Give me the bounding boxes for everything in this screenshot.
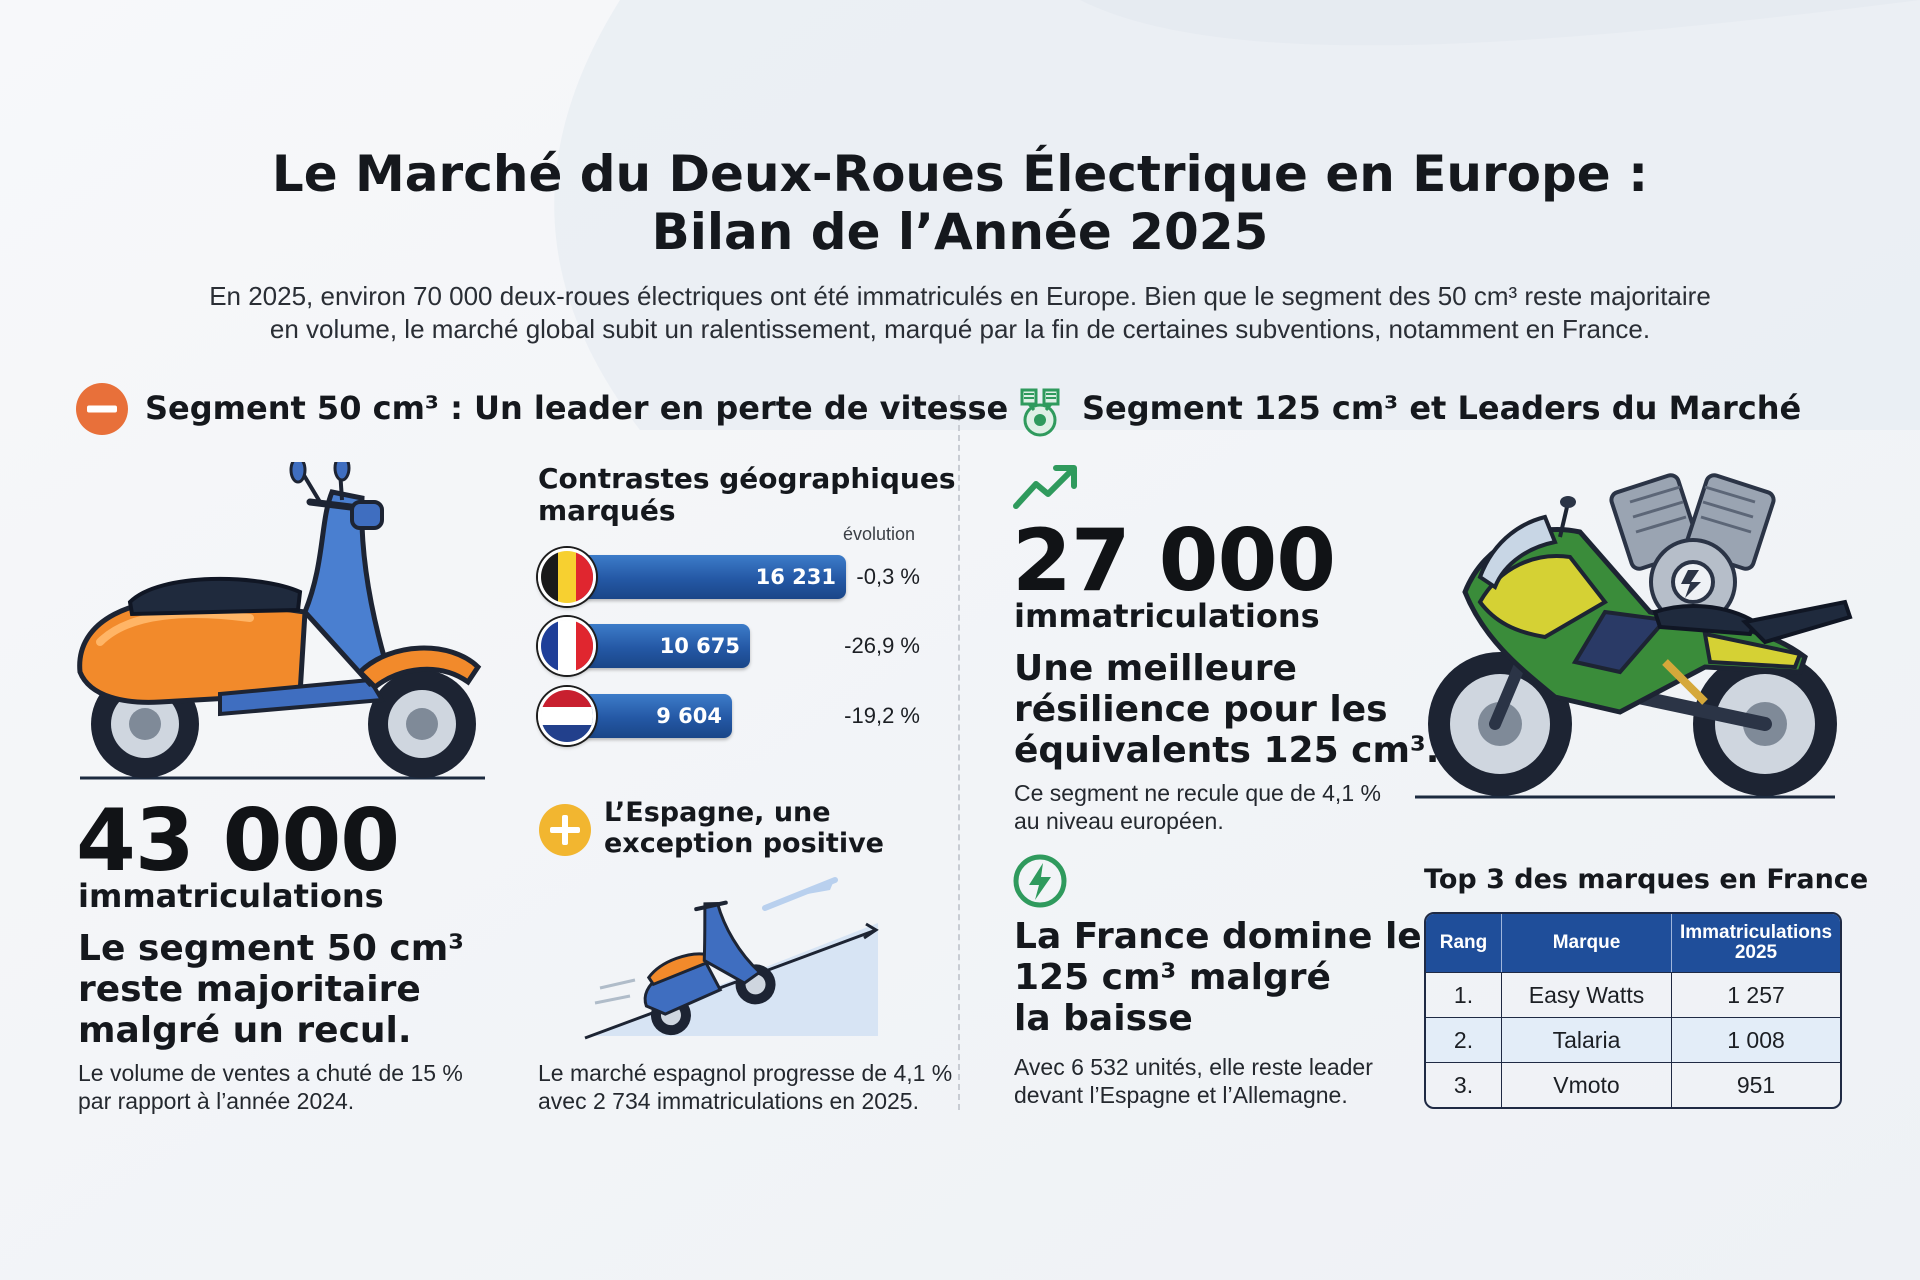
evolution-label: évolution (843, 524, 916, 544)
evolution-france: -26,9 % (844, 633, 920, 658)
column-divider (958, 395, 960, 1110)
intro-line1: En 2025, environ 70 000 deux-roues élect… (209, 281, 1711, 311)
cell-rank: 2. (1426, 1017, 1502, 1062)
spain-note-line2: avec 2 734 immatriculations en 2025. (538, 1088, 919, 1114)
belgium-flag-icon (538, 548, 596, 606)
stat-125cc-headline-line3: équivalents 125 cm³. (1014, 730, 1440, 771)
stat-50cc-headline-line3: malgré un recul. (78, 1010, 412, 1051)
table-header-row: Rang Marque Immatriculations 2025 (1426, 914, 1840, 972)
top3-title: Top 3 des marques en France (1424, 864, 1869, 895)
bar-value-france: 10 675 (659, 634, 740, 658)
france-headline-line3: la baisse (1014, 998, 1193, 1039)
page-title-line1: Le Marché du Deux-Roues Électrique en Eu… (271, 145, 1649, 203)
france-headline-line2: 125 cm³ malgré (1014, 957, 1331, 998)
motorcycle-illustration (1415, 473, 1853, 799)
spain-title-line2: exception positive (604, 828, 884, 859)
bar-belgium: 16 231 (566, 555, 846, 599)
cell-rank: 1. (1426, 972, 1502, 1017)
stat-50cc-number: 43 000 (76, 791, 400, 891)
page-title-line2: Bilan de l’Année 2025 (651, 203, 1269, 261)
stat-125cc-unit: immatriculations (1014, 597, 1320, 635)
table-row: 1. Easy Watts 1 257 (1426, 972, 1840, 1017)
stat-125cc-number: 27 000 (1012, 511, 1336, 611)
spain-note: Le marché espagnol progresse de 4,1 % av… (538, 1059, 952, 1115)
scooter-illustration (77, 462, 485, 780)
left-section-title: Segment 50 cm³ : Un leader en perte de v… (145, 389, 1009, 427)
france-note: Avec 6 532 unités, elle reste leader dev… (1014, 1053, 1373, 1109)
stat-50cc-note-line1: Le volume de ventes a chuté de 15 % (78, 1060, 463, 1086)
top3-table-wrapper: Rang Marque Immatriculations 2025 1. Eas… (1424, 912, 1842, 1109)
cell-brand: Easy Watts (1502, 972, 1672, 1017)
stat-125cc-note-line2: au niveau européen. (1014, 808, 1224, 834)
stat-50cc-headline-line1: Le segment 50 cm³ (78, 928, 465, 969)
stat-125cc-note-line1: Ce segment ne recule que de 4,1 % (1014, 780, 1381, 806)
cell-brand: Vmoto (1502, 1062, 1672, 1107)
evolution-belgium: -0,3 % (856, 564, 920, 589)
stat-125cc-headline-line2: résilience pour les (1014, 689, 1388, 730)
spain-title-line1: L’Espagne, une (604, 797, 831, 828)
bar-france: 10 675 (566, 624, 750, 668)
spain-note-line1: Le marché espagnol progresse de 4,1 % (538, 1060, 953, 1086)
france-headline-line1: La France domine le (1014, 916, 1422, 957)
header-rang: Rang (1426, 914, 1502, 972)
page-title: Le Marché du Deux-Roues Électrique en Eu… (0, 145, 1920, 261)
intro-line2: en volume, le marché global subit un ral… (269, 314, 1651, 344)
bar-value-netherlands: 9 604 (656, 704, 722, 728)
spain-title: L’Espagne, une exception positive (604, 797, 884, 859)
evolution-netherlands: -19,2 % (844, 703, 920, 728)
header-immatriculations: Immatriculations 2025 (1672, 914, 1840, 972)
stat-50cc-note-line2: par rapport à l’année 2024. (78, 1088, 355, 1114)
stat-50cc-headline-line2: reste majoritaire (78, 969, 421, 1010)
bar-value-belgium: 16 231 (755, 565, 836, 589)
cell-brand: Talaria (1502, 1017, 1672, 1062)
france-flag-icon (538, 617, 596, 675)
geo-title: Contrastes géographiques marqués (538, 463, 955, 527)
engine-icon (1012, 382, 1068, 438)
netherlands-flag-icon (538, 687, 596, 745)
lightning-circle-icon (1012, 853, 1068, 909)
geo-title-line1: Contrastes géographiques (538, 462, 956, 495)
cell-rank: 3. (1426, 1062, 1502, 1107)
trend-up-icon (1013, 465, 1077, 509)
stat-125cc-headline: Une meilleure résilience pour les équiva… (1014, 648, 1439, 771)
minus-circle-icon (75, 382, 129, 436)
uphill-scooter-illustration (584, 877, 879, 1040)
cell-registrations: 1 257 (1672, 972, 1840, 1017)
top3-table: Rang Marque Immatriculations 2025 1. Eas… (1424, 912, 1842, 1109)
table-row: 3. Vmoto 951 (1426, 1062, 1840, 1107)
stat-125cc-note: Ce segment ne recule que de 4,1 % au niv… (1014, 779, 1381, 835)
table-row: 2. Talaria 1 008 (1426, 1017, 1840, 1062)
stat-50cc-headline: Le segment 50 cm³ reste majoritaire malg… (78, 928, 464, 1051)
france-note-line2: devant l’Espagne et l’Allemagne. (1014, 1082, 1348, 1108)
plus-circle-icon (538, 803, 592, 857)
cell-registrations: 951 (1672, 1062, 1840, 1107)
france-note-line1: Avec 6 532 unités, elle reste leader (1014, 1054, 1373, 1080)
stat-50cc-unit: immatriculations (78, 877, 384, 915)
geo-title-line2: marqués (538, 494, 676, 527)
intro-text: En 2025, environ 70 000 deux-roues élect… (150, 280, 1770, 346)
stat-125cc-headline-line1: Une meilleure (1014, 648, 1297, 689)
stat-50cc-note: Le volume de ventes a chuté de 15 % par … (78, 1059, 463, 1115)
cell-registrations: 1 008 (1672, 1017, 1840, 1062)
france-headline: La France domine le 125 cm³ malgré la ba… (1014, 916, 1422, 1039)
right-section-title: Segment 125 cm³ et Leaders du Marché (1082, 389, 1802, 427)
header-marque: Marque (1502, 914, 1672, 972)
